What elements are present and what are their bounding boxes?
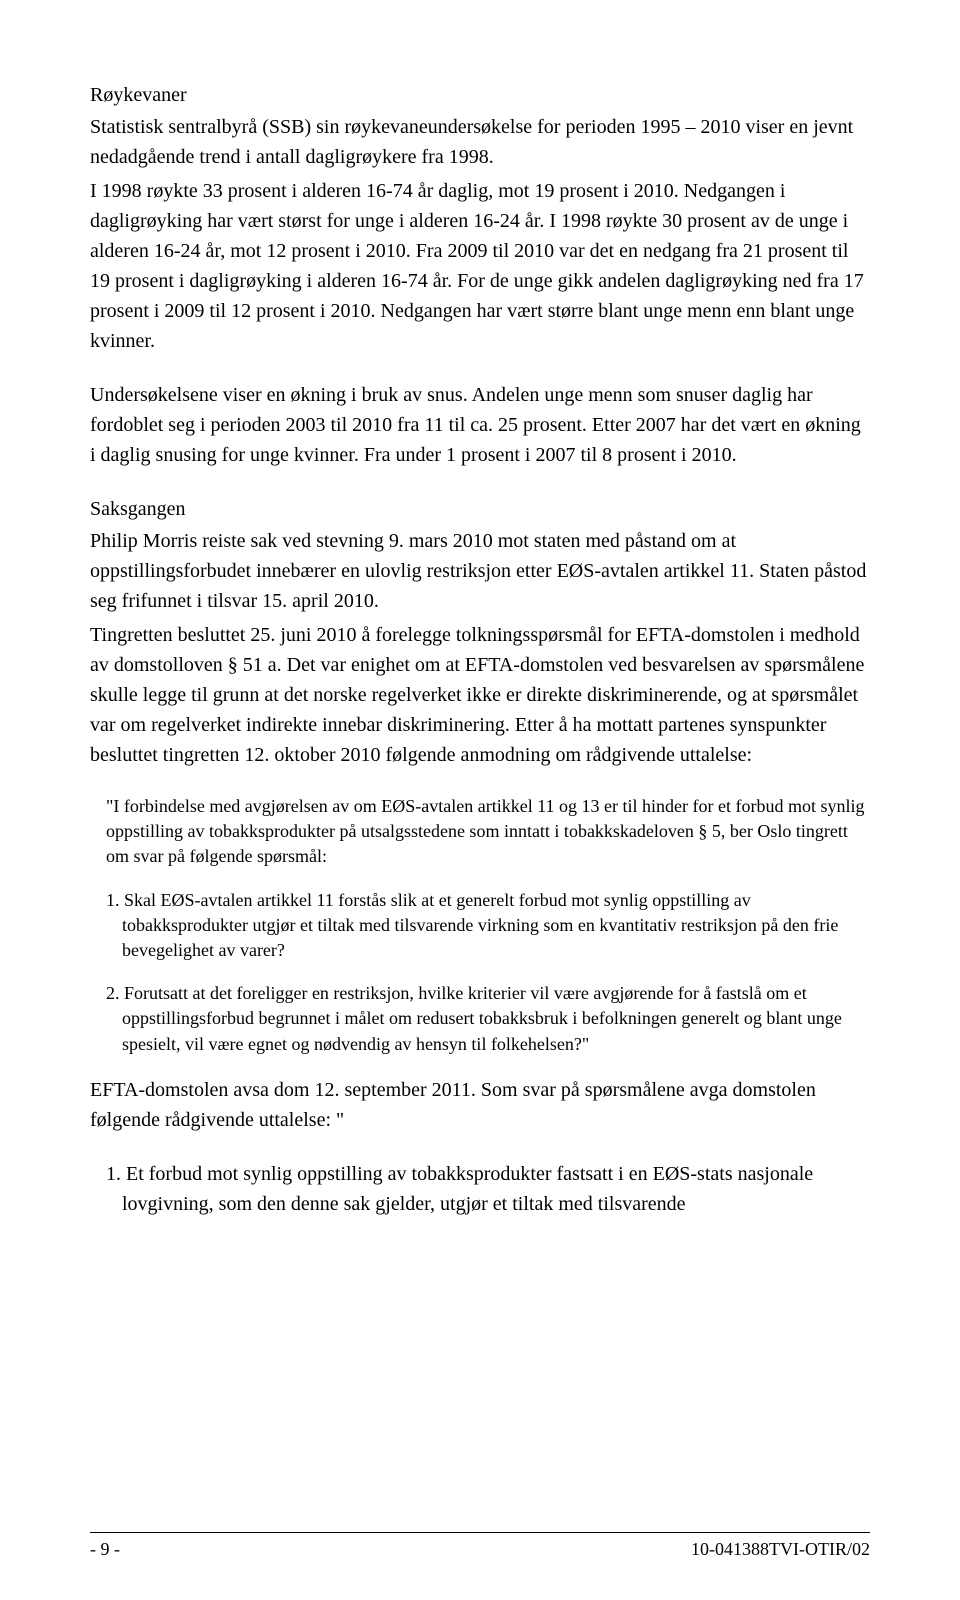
para-roykevaner-intro: Statistisk sentralbyrå (SSB) sin røykeva…	[90, 112, 870, 172]
para-saksgangen-1: Philip Morris reiste sak ved stevning 9.…	[90, 526, 870, 616]
para-snus: Undersøkelsene viser en økning i bruk av…	[90, 380, 870, 470]
efta-item-1: 1. Et forbud mot synlig oppstilling av t…	[90, 1159, 870, 1219]
heading-roykevaner: Røykevaner	[90, 80, 870, 110]
heading-saksgangen: Saksgangen	[90, 494, 870, 524]
para-efta-dom: EFTA-domstolen avsa dom 12. september 20…	[90, 1075, 870, 1135]
quote-intro: "I forbindelse med avgjørelsen av om EØS…	[90, 794, 870, 870]
footer-page-number: - 9 -	[90, 1539, 120, 1560]
page-footer: - 9 - 10-041388TVI-OTIR/02	[90, 1532, 870, 1560]
document-page: Røykevaner Statistisk sentralbyrå (SSB) …	[0, 0, 960, 1600]
quote-question-1: 1. Skal EØS-avtalen artikkel 11 forstås …	[90, 888, 870, 964]
para-roykevaner-stats: I 1998 røykte 33 prosent i alderen 16-74…	[90, 176, 870, 356]
footer-case-number: 10-041388TVI-OTIR/02	[691, 1539, 870, 1560]
quote-question-2: 2. Forutsatt at det foreligger en restri…	[90, 981, 870, 1057]
para-saksgangen-2: Tingretten besluttet 25. juni 2010 å for…	[90, 620, 870, 770]
